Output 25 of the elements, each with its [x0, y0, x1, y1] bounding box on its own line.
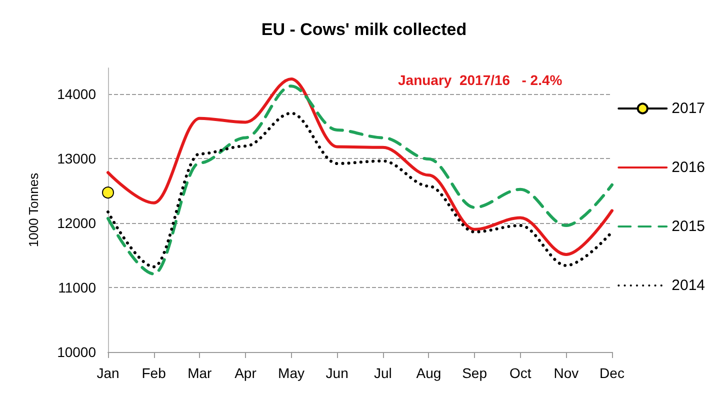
y-tick-label: 13000 [57, 150, 96, 166]
legend-label: 2016 [672, 159, 706, 176]
y-tick-label: 10000 [57, 344, 96, 360]
x-tick-label: Feb [142, 365, 166, 381]
x-tick-label: Mar [188, 365, 212, 381]
x-tick-label: Nov [554, 365, 579, 381]
x-tick-label: May [278, 365, 304, 381]
legend-label: 2017 [672, 100, 706, 117]
y-axis-title: 1000 Tonnes [26, 172, 41, 248]
legend-label: 2015 [672, 218, 706, 235]
y-tick-label: 12000 [57, 214, 96, 231]
x-tick-label: Jan [96, 365, 120, 381]
x-tick-label: Aug [416, 365, 442, 381]
x-tick-label: Oct [509, 365, 532, 381]
annotation: January 2017/16 - 2.4% [398, 72, 563, 88]
x-tick-label: Sep [462, 365, 488, 381]
y-tick-label: 14000 [57, 86, 96, 102]
line-series [106, 112, 614, 268]
x-tick-label: Dec [600, 365, 624, 381]
chart-title: EU - Cows' milk collected [261, 20, 467, 39]
legend-label: 2014 [672, 277, 706, 294]
x-tick-label: Apr [234, 365, 257, 381]
x-tick-label: Jun [326, 365, 348, 381]
y-tick-label: 11000 [58, 279, 96, 296]
x-tick-label: Jul [374, 365, 392, 381]
